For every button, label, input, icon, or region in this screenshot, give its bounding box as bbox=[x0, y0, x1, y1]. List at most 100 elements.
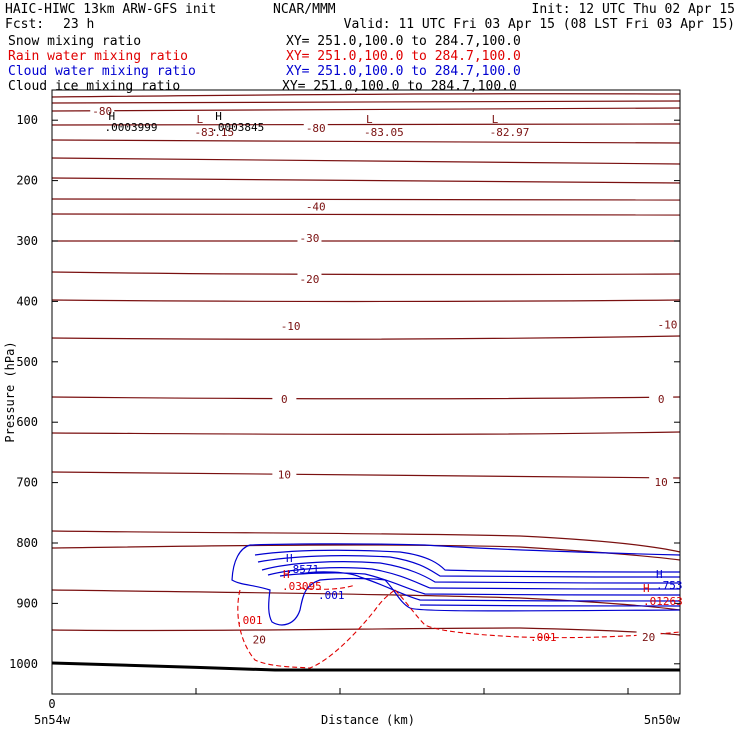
contour-label-bg bbox=[272, 468, 297, 481]
isotherm-line bbox=[51, 198, 681, 201]
rain-water-max-marker: H bbox=[283, 568, 290, 581]
legend-snow-xy: XY= 251.0,100.0 to 284.7,100.0 bbox=[286, 34, 521, 49]
isotherm-line bbox=[51, 396, 681, 400]
isotherm-line bbox=[51, 100, 681, 104]
cloud-water-right-marker: H bbox=[656, 568, 663, 581]
y-axis-label: Pressure (hPa) bbox=[3, 341, 17, 442]
cloud-water-contour bbox=[249, 543, 681, 556]
isotherm-line bbox=[51, 335, 681, 340]
isotherm-line bbox=[51, 123, 681, 126]
cloud-water-contour bbox=[279, 572, 681, 596]
organization-label: NCAR/MMM bbox=[273, 2, 336, 17]
x-axis-label: Distance (km) bbox=[321, 713, 415, 727]
y-tick-label: 600 bbox=[16, 415, 38, 429]
x-left-label: 5n54w bbox=[34, 713, 71, 727]
temperature-contour-label: 0 bbox=[658, 393, 665, 406]
contour-label-bg bbox=[297, 231, 322, 244]
forecast-label: Fcst: bbox=[5, 17, 44, 32]
x-right-label: 5n50w bbox=[644, 713, 681, 727]
rain-water-contour bbox=[237, 589, 396, 669]
isotherm-line bbox=[51, 530, 681, 553]
cloud-water-max-marker: H bbox=[286, 552, 293, 565]
legend-snow: Snow mixing ratio bbox=[8, 34, 141, 49]
contour-label-bg bbox=[272, 393, 297, 406]
rain-water-contour bbox=[394, 589, 681, 639]
cloud-water-contour bbox=[257, 555, 681, 578]
isotherm-line bbox=[51, 299, 681, 303]
isotherm-line bbox=[51, 157, 681, 165]
y-tick-label: 300 bbox=[16, 234, 38, 248]
y-tick-label: 800 bbox=[16, 536, 38, 550]
terrain-line bbox=[51, 661, 681, 673]
isotherm-line bbox=[51, 627, 681, 636]
legend-cloud-ice: Cloud ice mixing ratio bbox=[8, 79, 180, 94]
rain-water-contour bbox=[299, 584, 356, 590]
y-tick-label: 700 bbox=[16, 476, 38, 490]
rain-water-contour-label-right: .001 bbox=[530, 631, 557, 644]
cloud-water-contour-label: .001 bbox=[318, 589, 345, 602]
extremum-value: -83.05 bbox=[364, 126, 404, 139]
y-tick-label: 1000 bbox=[9, 657, 38, 671]
isotherm-line bbox=[51, 431, 681, 435]
y-tick-label: 500 bbox=[16, 355, 38, 369]
contour-label-bg bbox=[655, 318, 680, 331]
temperature-contour-label: -40 bbox=[306, 201, 326, 214]
valid-time: Valid: 11 UTC Fri 03 Apr 15 (08 LST Fri … bbox=[344, 17, 735, 32]
high-marker: H bbox=[215, 110, 222, 123]
contour-label-bg bbox=[303, 122, 328, 135]
extremum-value: .0003999 bbox=[105, 121, 158, 134]
extremum-value: -82.97 bbox=[490, 126, 530, 139]
cloud-water-contour bbox=[299, 571, 681, 602]
temperature-contour-label: -10 bbox=[281, 320, 301, 333]
contour-label-bg bbox=[303, 200, 328, 213]
isotherm-line bbox=[51, 107, 681, 112]
high-marker: H bbox=[109, 110, 116, 123]
chart-title: HAIC-HIWC 13km ARW-GFS init bbox=[5, 2, 216, 17]
rain-water-right-value: .01263 bbox=[643, 595, 683, 608]
plot-frame bbox=[51, 89, 681, 695]
legend-cloud-ice-xy: XY= 251.0,100.0 to 284.7,100.0 bbox=[282, 79, 517, 94]
temperature-contour-label: -30 bbox=[300, 232, 320, 245]
isotherm-line bbox=[51, 544, 681, 561]
legend-rain: Rain water mixing ratio bbox=[8, 49, 188, 64]
low-marker: L bbox=[196, 113, 203, 126]
extremum-value: -83.15 bbox=[194, 126, 234, 139]
temperature-contour-label: 0 bbox=[281, 393, 288, 406]
cloud-water-contour bbox=[261, 561, 681, 584]
cloud-water-contour bbox=[419, 604, 681, 607]
x-axis bbox=[51, 688, 629, 694]
cloud-water-right-value: .753 bbox=[656, 579, 683, 592]
cloud-water-contours bbox=[231, 543, 681, 626]
contour-label-bg bbox=[90, 105, 115, 118]
rain-water-max-value: .03095 bbox=[282, 580, 322, 593]
temperature-contour-label: 10 bbox=[655, 476, 668, 489]
temperature-contour-labels: -80 -80 -40 -30 -20 -10 -10 0 0 10 10 20 20 bbox=[90, 105, 680, 647]
cloud-water-contour bbox=[254, 549, 681, 573]
cloud-water-contour bbox=[267, 567, 681, 590]
extremum-value: .0003845 bbox=[211, 121, 264, 134]
temperature-contours bbox=[51, 93, 681, 636]
contour-label-bg bbox=[247, 633, 272, 646]
temperature-contour-label: 20 bbox=[253, 634, 266, 647]
temperature-contour-label: -20 bbox=[300, 273, 320, 286]
rain-water-right-marker: H bbox=[643, 582, 650, 595]
temperature-contour-label: -10 bbox=[658, 318, 678, 331]
contour-label-bg bbox=[297, 273, 322, 286]
isotherm-line bbox=[51, 271, 681, 276]
y-tick-label: 400 bbox=[16, 294, 38, 308]
y-tick-label: 900 bbox=[16, 596, 38, 610]
temperature-contour-label: 20 bbox=[642, 631, 655, 644]
isotherm-line bbox=[51, 213, 681, 216]
low-marker: L bbox=[492, 113, 499, 126]
init-time: Init: 12 UTC Thu 02 Apr 15 bbox=[532, 2, 736, 17]
legend-cloud-water-xy: XY= 251.0,100.0 to 284.7,100.0 bbox=[286, 64, 521, 79]
isotherm-line bbox=[51, 177, 681, 184]
contour-label-bg bbox=[649, 393, 674, 406]
rain-water-contours bbox=[237, 584, 681, 669]
temperature-contour-label: 10 bbox=[278, 469, 291, 482]
x-tick-label-start: 0 bbox=[48, 697, 55, 711]
legend-cloud-water: Cloud water mixing ratio bbox=[8, 64, 196, 79]
isotherm-line bbox=[51, 471, 681, 479]
cloud-water-outer-contour bbox=[231, 544, 681, 626]
